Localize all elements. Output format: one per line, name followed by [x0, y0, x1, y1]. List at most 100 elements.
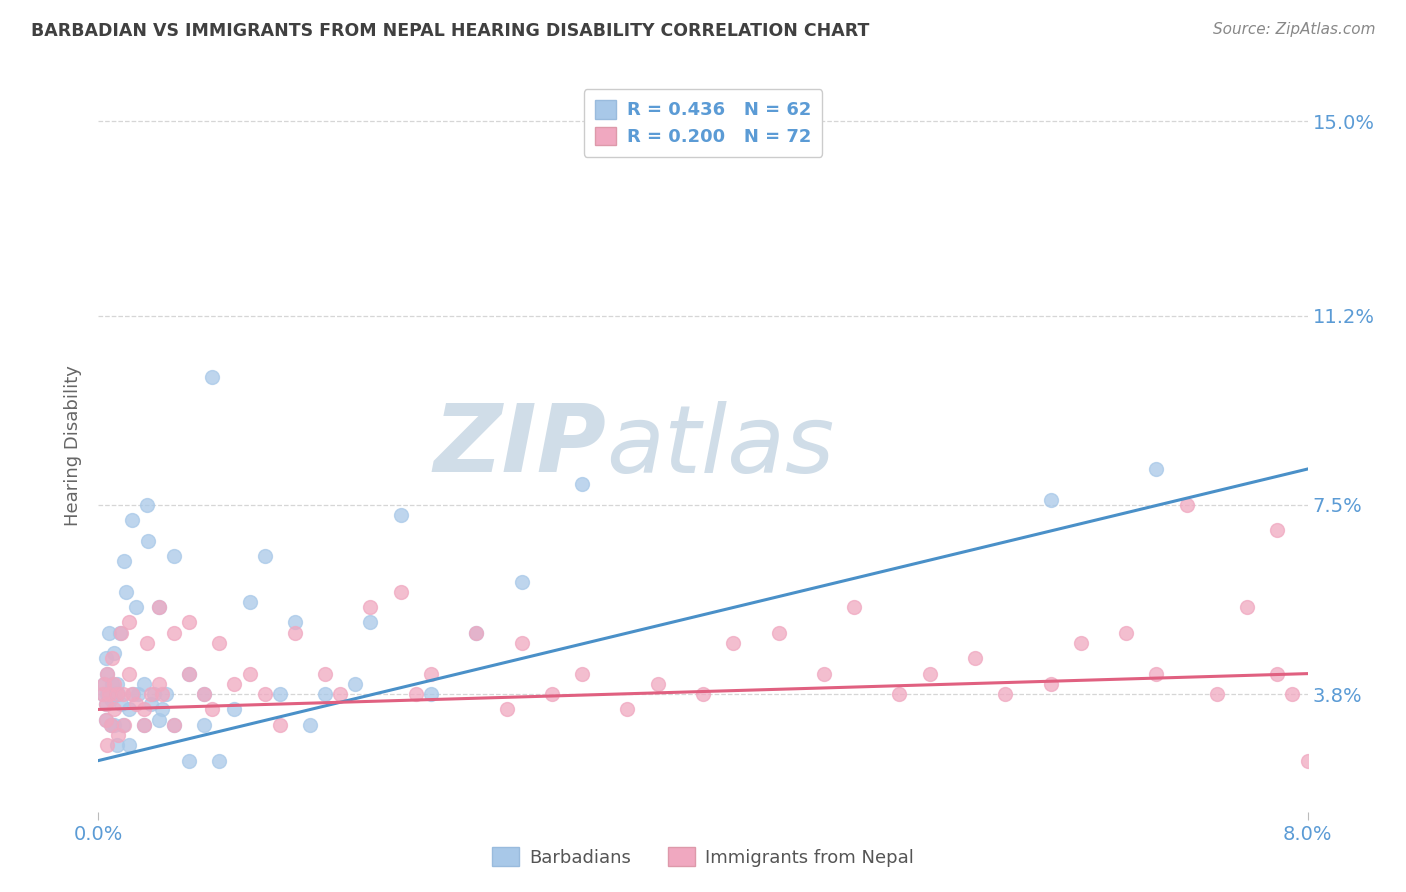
- Point: [239, 595, 262, 609]
- Point: [163, 718, 186, 732]
- Point: [1039, 492, 1062, 507]
- Point: [96, 666, 118, 681]
- Point: [105, 677, 128, 691]
- Point: [135, 498, 157, 512]
- Point: [253, 549, 276, 563]
- Point: [103, 702, 125, 716]
- Point: [105, 687, 128, 701]
- Point: [360, 600, 382, 615]
- Point: [141, 698, 163, 712]
- Point: [111, 687, 134, 701]
- Point: [118, 615, 141, 630]
- Point: [495, 702, 517, 716]
- Point: [98, 687, 121, 701]
- Point: [420, 666, 443, 681]
- Point: [405, 687, 427, 701]
- Point: [135, 636, 157, 650]
- Point: [253, 687, 276, 701]
- Point: [1236, 600, 1258, 615]
- Point: [103, 687, 125, 701]
- Point: [179, 666, 201, 681]
- Point: [98, 625, 121, 640]
- Point: [314, 666, 336, 681]
- Point: [141, 687, 163, 701]
- Point: [103, 646, 125, 660]
- Point: [105, 738, 128, 752]
- Point: [91, 687, 114, 701]
- Point: [768, 625, 790, 640]
- Point: [148, 600, 170, 615]
- Text: Source: ZipAtlas.com: Source: ZipAtlas.com: [1212, 22, 1375, 37]
- Point: [148, 713, 170, 727]
- Point: [329, 687, 352, 701]
- Point: [122, 687, 145, 701]
- Point: [100, 718, 122, 732]
- Point: [1146, 462, 1168, 476]
- Point: [420, 687, 443, 701]
- Point: [1039, 677, 1062, 691]
- Point: [103, 718, 125, 732]
- Point: [118, 738, 141, 752]
- Point: [94, 698, 117, 712]
- Point: [148, 677, 170, 691]
- Point: [118, 666, 141, 681]
- Text: BARBADIAN VS IMMIGRANTS FROM NEPAL HEARING DISABILITY CORRELATION CHART: BARBADIAN VS IMMIGRANTS FROM NEPAL HEARI…: [31, 22, 869, 40]
- Point: [94, 651, 117, 665]
- Point: [100, 692, 122, 706]
- Point: [110, 698, 132, 712]
- Point: [616, 702, 638, 716]
- Point: [132, 718, 155, 732]
- Point: [1296, 754, 1319, 768]
- Point: [96, 666, 118, 681]
- Point: [1281, 687, 1303, 701]
- Point: [510, 574, 533, 589]
- Point: [389, 584, 412, 599]
- Point: [224, 677, 246, 691]
- Point: [723, 636, 745, 650]
- Y-axis label: Hearing Disability: Hearing Disability: [65, 366, 83, 526]
- Point: [132, 702, 155, 716]
- Point: [91, 687, 114, 701]
- Point: [510, 636, 533, 650]
- Point: [465, 625, 488, 640]
- Point: [269, 718, 291, 732]
- Point: [96, 687, 118, 701]
- Point: [1206, 687, 1229, 701]
- Point: [163, 625, 186, 640]
- Point: [314, 687, 336, 701]
- Point: [111, 718, 134, 732]
- Point: [150, 687, 173, 701]
- Point: [163, 718, 186, 732]
- Point: [360, 615, 382, 630]
- Point: [101, 677, 124, 691]
- Point: [150, 702, 173, 716]
- Point: [269, 687, 291, 701]
- Point: [284, 615, 307, 630]
- Point: [121, 687, 143, 701]
- Point: [647, 677, 669, 691]
- Point: [94, 713, 117, 727]
- Point: [239, 666, 262, 681]
- Point: [143, 687, 166, 701]
- Point: [844, 600, 866, 615]
- Point: [571, 477, 593, 491]
- Point: [179, 666, 201, 681]
- Point: [112, 718, 135, 732]
- Point: [889, 687, 911, 701]
- Point: [201, 370, 224, 384]
- Point: [112, 554, 135, 568]
- Point: [918, 666, 941, 681]
- Text: ZIP: ZIP: [433, 400, 606, 492]
- Point: [103, 677, 125, 691]
- Point: [148, 600, 170, 615]
- Point: [208, 636, 231, 650]
- Point: [107, 728, 129, 742]
- Point: [155, 687, 177, 701]
- Text: atlas: atlas: [606, 401, 835, 491]
- Point: [193, 718, 215, 732]
- Point: [110, 625, 132, 640]
- Point: [114, 584, 136, 599]
- Point: [224, 702, 246, 716]
- Point: [1070, 636, 1092, 650]
- Point: [1267, 666, 1289, 681]
